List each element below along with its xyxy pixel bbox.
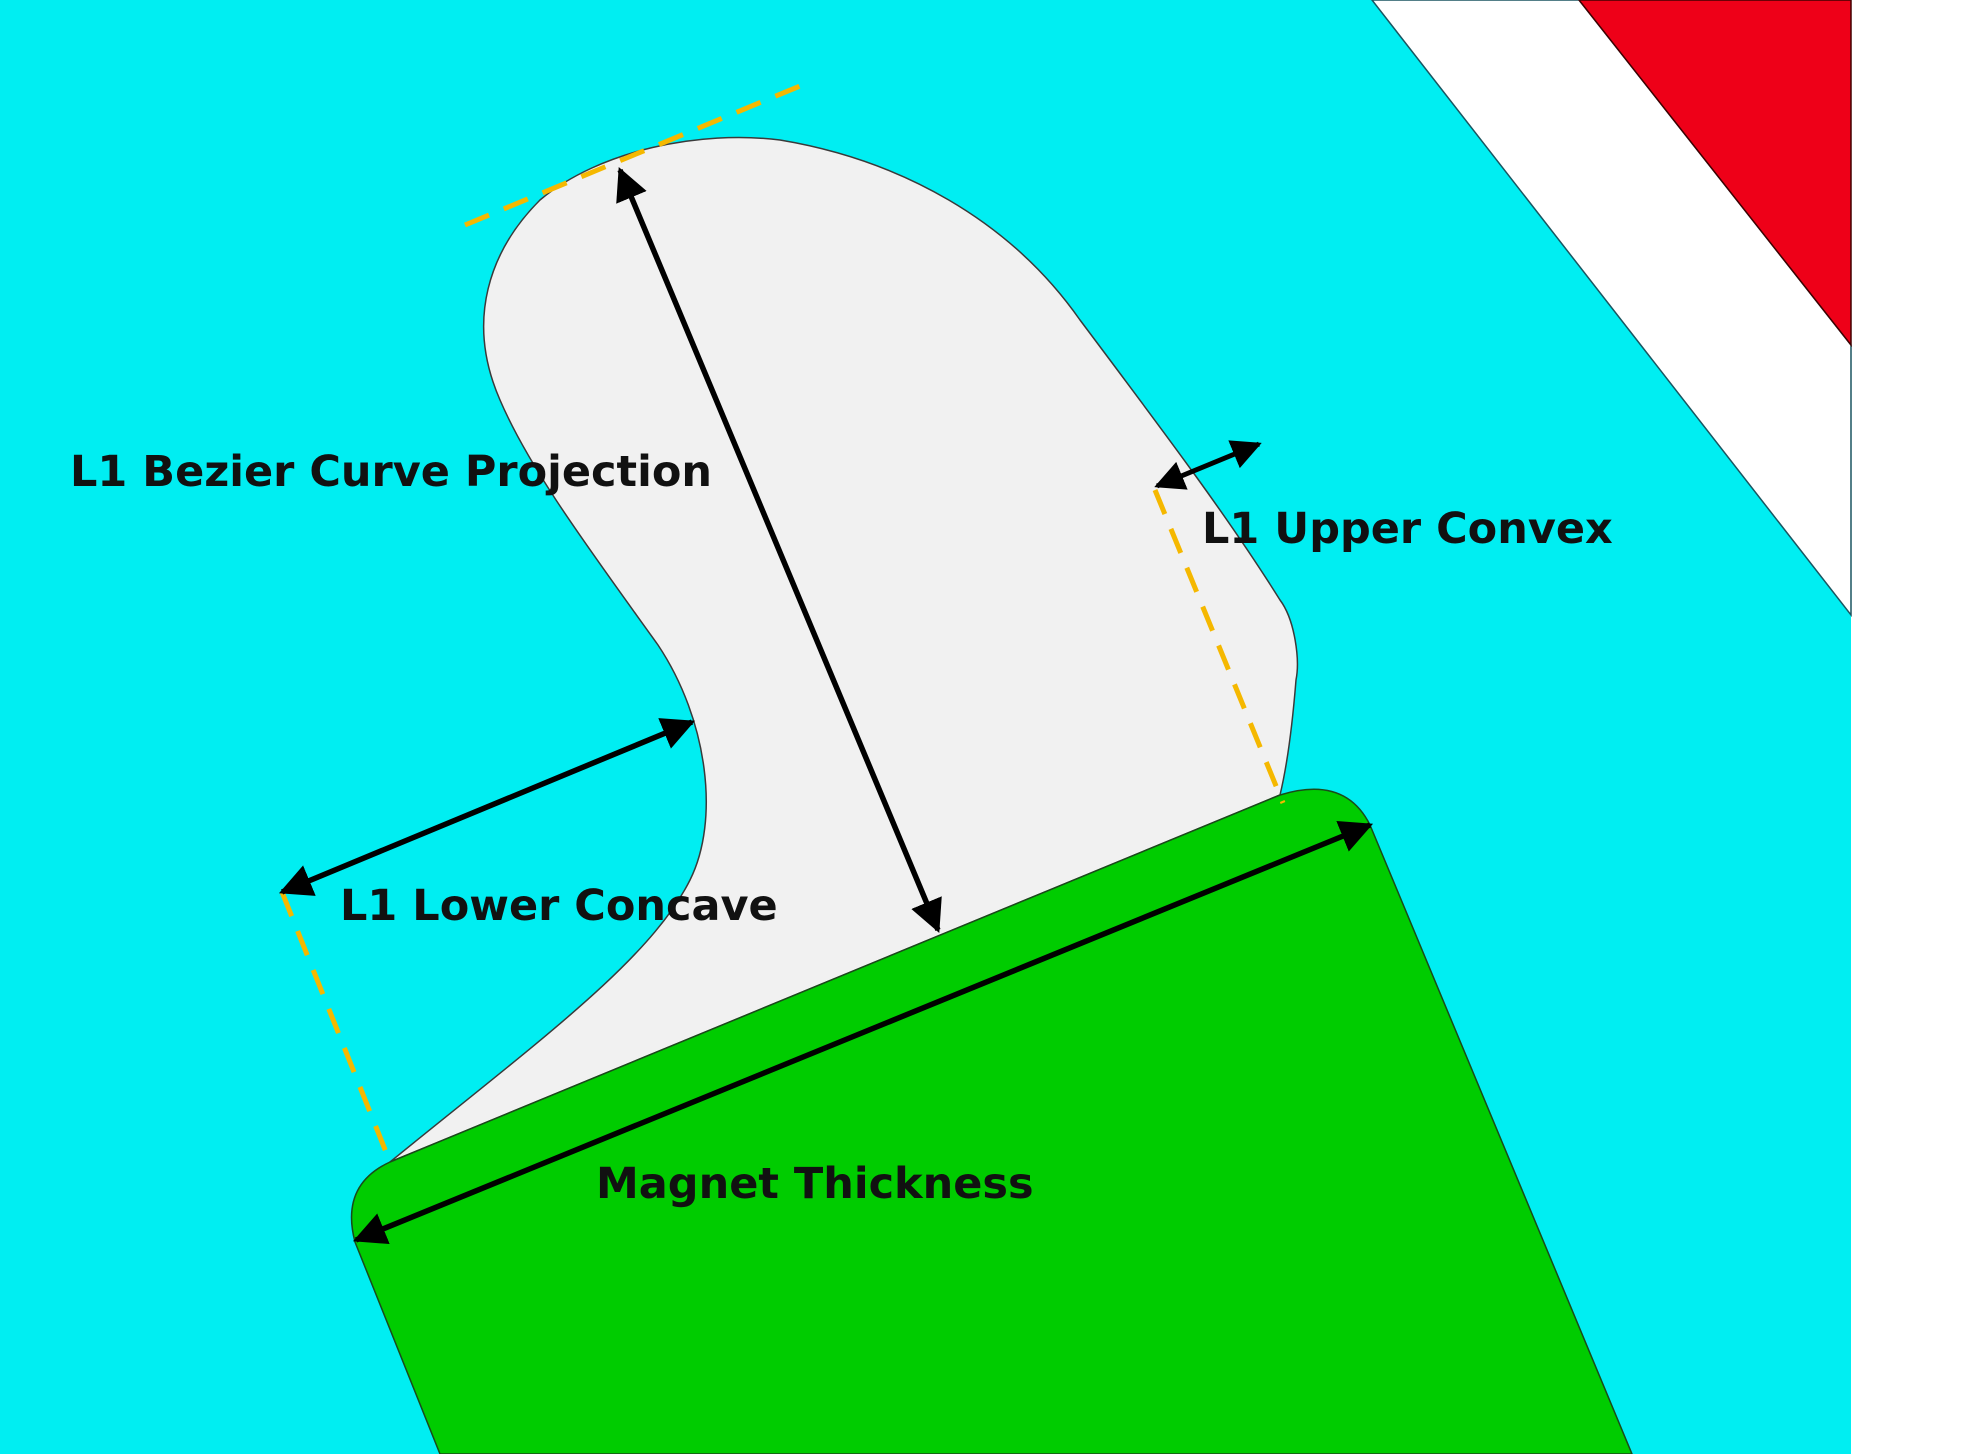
tangent-line-top <box>464 83 801 228</box>
coil-region <box>1578 0 1852 348</box>
label-upper-convex: L1 Upper Convex <box>1202 504 1613 554</box>
bezier-projection-arrow <box>616 166 942 934</box>
tangent-line-upper-convex <box>1152 489 1286 804</box>
tangent-line-lower-concave <box>279 891 393 1163</box>
upper-convex-arrow <box>1154 440 1262 490</box>
label-magnet-thickness: Magnet Thickness <box>596 1159 1034 1209</box>
label-lower-concave: L1 Lower Concave <box>340 881 778 931</box>
lower-concave-arrow <box>278 718 696 896</box>
magnet-thickness-arrow <box>352 820 1374 1245</box>
label-bezier-projection: L1 Bezier Curve Projection <box>70 447 712 497</box>
